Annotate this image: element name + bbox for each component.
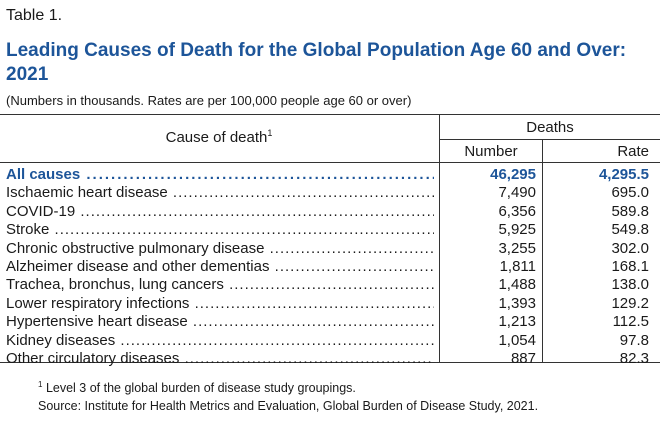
leader-dots: ........................................… [120, 331, 434, 349]
table-row: Stroke .................................… [0, 221, 660, 239]
rate-cell: 82.3 [619, 349, 649, 367]
cause-cell: Other circulatory diseases .............… [6, 350, 434, 368]
number-cell: 7,490 [498, 184, 536, 202]
cause-label: COVID-19 [6, 202, 76, 220]
cause-label: Kidney diseases [6, 331, 116, 349]
table-label: Table 1. [6, 7, 63, 24]
rate-cell: 589.8 [611, 202, 649, 220]
footnote-text: Level 3 of the global burden of disease … [45, 381, 356, 396]
table-row: Chronic obstructive pulmonary disease ..… [0, 240, 660, 258]
leader-dots: ........................................… [229, 276, 434, 294]
cause-cell: Trachea, bronchus, lung cancers ........… [6, 276, 434, 294]
number-cell: 1,811 [499, 257, 536, 275]
header-rate: Rate [617, 143, 649, 160]
leader-dots: ........................................… [80, 202, 434, 220]
table-row: Alzheimer disease and other dementias ..… [0, 258, 660, 276]
header-deaths: Deaths [526, 119, 574, 136]
rate-cell: 168.1 [611, 257, 649, 275]
number-cell: 3,255 [498, 239, 536, 257]
leader-dots: ........................................… [86, 166, 434, 183]
table-row: Trachea, bronchus, lung cancers ........… [0, 276, 660, 294]
cause-label: Alzheimer disease and other dementias [6, 257, 270, 275]
cause-label: Other circulatory diseases [6, 349, 180, 367]
table-row: COVID-19 ...............................… [0, 203, 660, 221]
cause-label: All causes [6, 166, 81, 183]
table-row: Ischaemic heart disease ................… [0, 184, 660, 202]
table-row: Lower respiratory infections ...........… [0, 295, 660, 313]
rate-cell: 549.8 [611, 221, 649, 239]
leader-dots: ........................................… [192, 313, 434, 331]
header-cause-label: Cause of death [165, 129, 268, 146]
cause-label: Ischaemic heart disease [6, 184, 168, 202]
cause-cell: COVID-19 ...............................… [6, 203, 434, 221]
table-title: Leading Causes of Death for the Global P… [6, 40, 627, 85]
rate-cell: 302.0 [611, 239, 649, 257]
table-row-total: All causes .............................… [0, 166, 660, 184]
cause-cell: All causes .............................… [6, 166, 434, 184]
leader-dots: ........................................… [172, 184, 434, 202]
leader-dots: ........................................… [184, 349, 434, 367]
cause-label: Stroke [6, 221, 50, 239]
rate-cell: 138.0 [611, 276, 649, 294]
cause-cell: Chronic obstructive pulmonary disease ..… [6, 240, 434, 258]
cause-label: Lower respiratory infections [6, 294, 190, 312]
number-cell: 6,356 [498, 202, 536, 220]
cause-cell: Hypertensive heart disease .............… [6, 313, 434, 331]
number-cell: 887 [510, 349, 536, 367]
table-body: All causes .............................… [0, 166, 660, 368]
number-cell: 1,213 [498, 313, 536, 331]
footnote-note: 1 Level 3 of the global burden of diseas… [38, 376, 538, 397]
column-divider-cause [439, 115, 440, 362]
header-cause-of-death: Cause of death1 [0, 128, 438, 146]
header-number: Number [464, 143, 518, 160]
leader-dots: ........................................… [274, 257, 434, 275]
number-cell: 5,925 [498, 221, 536, 239]
bottom-rule [0, 362, 660, 363]
footnote-source: Source: Institute for Health Metrics and… [38, 399, 539, 414]
leader-dots: ........................................… [269, 239, 434, 257]
cause-cell: Kidney diseases ........................… [6, 332, 434, 350]
table-row: Other circulatory diseases .............… [0, 350, 660, 368]
cause-label: Chronic obstructive pulmonary disease [6, 239, 265, 257]
column-divider-number [542, 139, 543, 362]
rate-cell: 4,295.5 [598, 166, 649, 183]
number-cell: 46,295 [490, 166, 536, 183]
deaths-rule [440, 139, 660, 140]
rate-cell: 97.8 [619, 331, 649, 349]
cause-cell: Stroke .................................… [6, 221, 434, 239]
header-cause-footnote-marker: 1 [267, 128, 273, 138]
cause-cell: Alzheimer disease and other dementias ..… [6, 258, 434, 276]
leader-dots: ........................................… [194, 294, 434, 312]
header-rule [0, 162, 660, 163]
cause-label: Trachea, bronchus, lung cancers [6, 276, 224, 294]
number-cell: 1,488 [498, 276, 536, 294]
rate-cell: 695.0 [611, 184, 649, 202]
cause-label: Hypertensive heart disease [6, 313, 188, 331]
rate-cell: 112.5 [612, 313, 649, 331]
number-cell: 1,393 [498, 294, 536, 312]
table-subtitle: (Numbers in thousands. Rates are per 100… [6, 93, 412, 108]
number-cell: 1,054 [498, 331, 536, 349]
footnote: 1 Level 3 of the global burden of diseas… [38, 376, 538, 415]
cause-cell: Ischaemic heart disease ................… [6, 184, 434, 202]
rate-cell: 129.2 [611, 294, 649, 312]
table-row: Kidney diseases ........................… [0, 332, 660, 350]
table-row: Hypertensive heart disease .............… [0, 313, 660, 331]
leader-dots: ........................................… [54, 221, 434, 239]
cause-cell: Lower respiratory infections ...........… [6, 295, 434, 313]
footnote-marker: 1 [38, 380, 43, 389]
top-rule [0, 114, 660, 115]
